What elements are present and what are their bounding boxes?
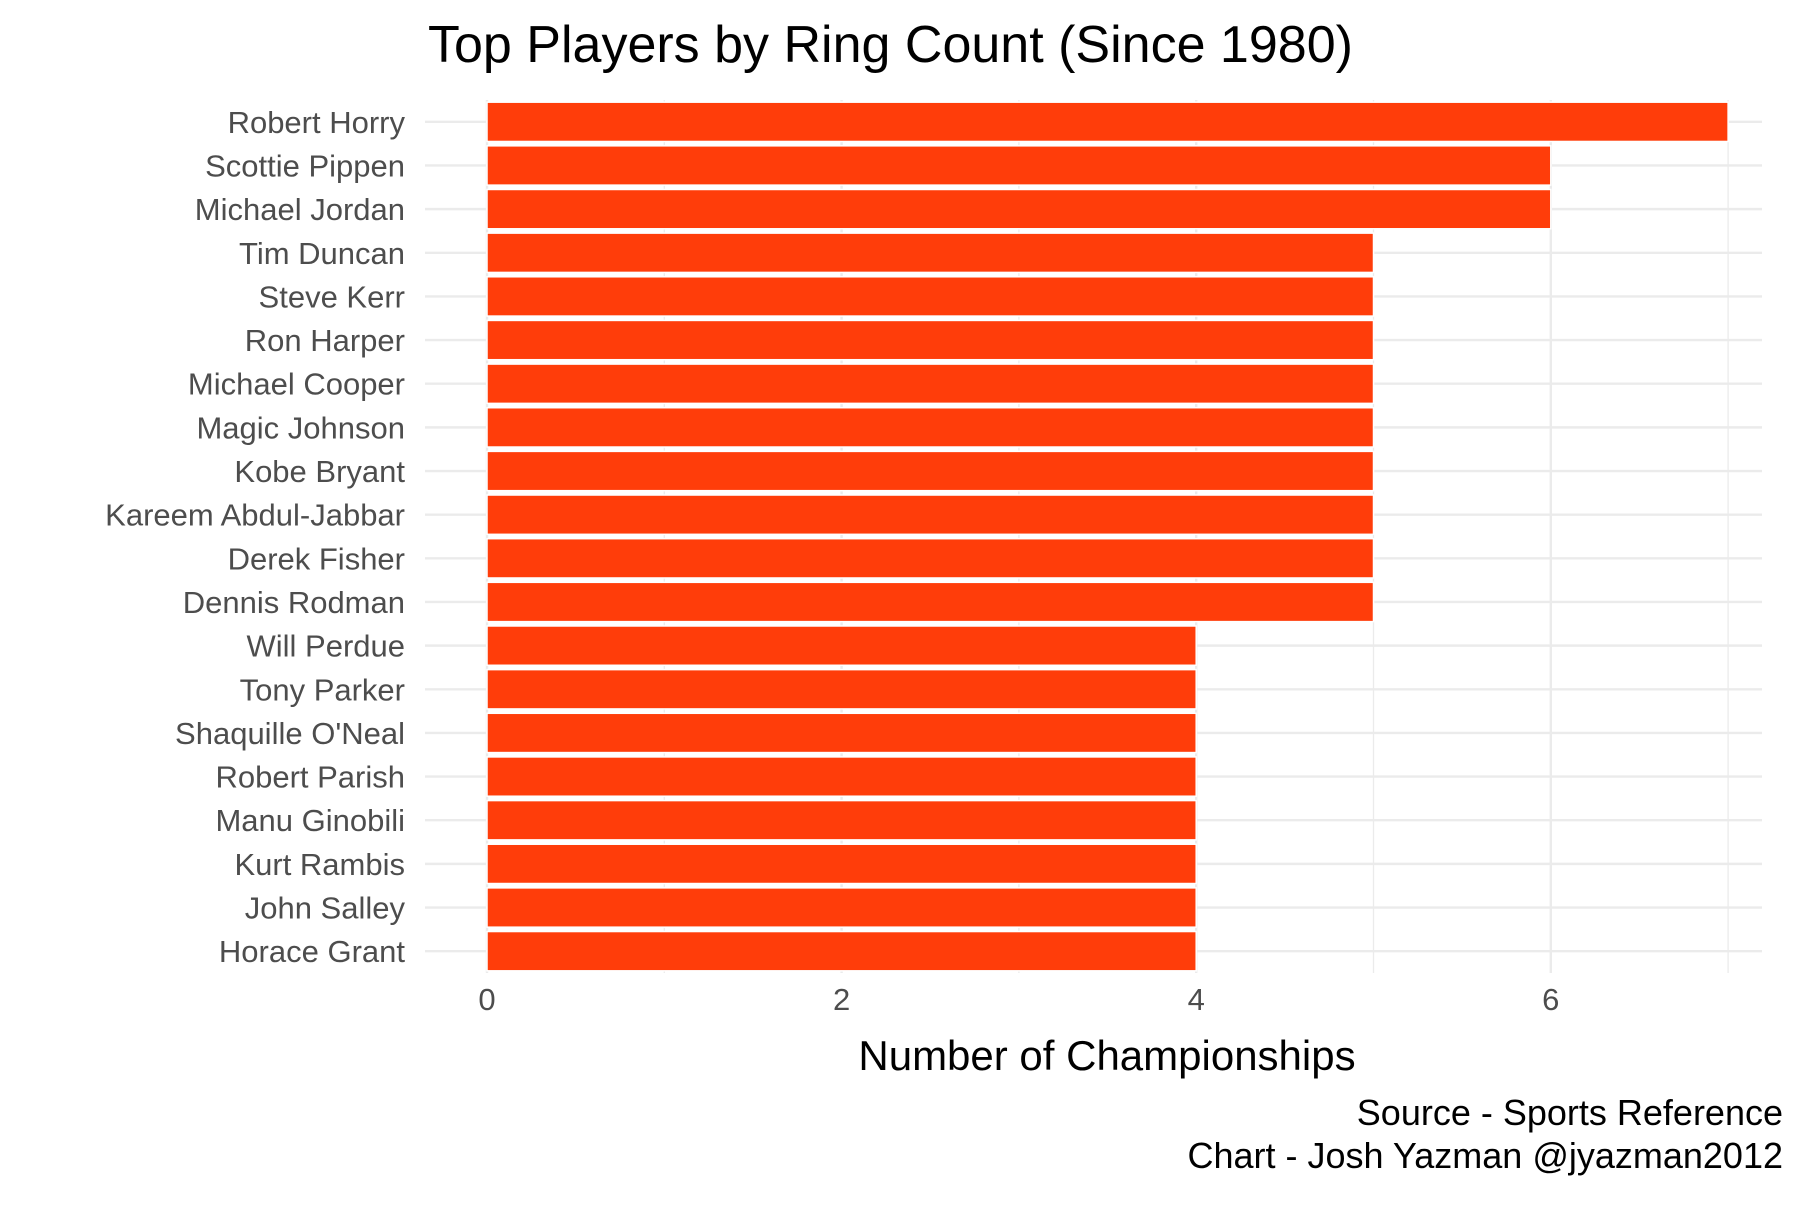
bar — [486, 276, 1375, 317]
x-tick-label: 0 — [478, 982, 495, 1017]
bar — [486, 843, 1197, 885]
y-tick-label: Will Perdue — [247, 629, 406, 664]
y-tick-label: John Salley — [245, 891, 406, 926]
bar — [486, 406, 1375, 448]
bar — [486, 756, 1197, 797]
bar — [486, 799, 1197, 841]
y-tick-label: Derek Fisher — [228, 541, 405, 576]
bar — [486, 494, 1375, 536]
y-tick-label: Manu Ginobili — [215, 803, 405, 838]
bar — [486, 930, 1197, 972]
x-axis-title: Number of Championships — [858, 1032, 1355, 1079]
bar — [486, 101, 1729, 143]
y-tick-label: Scottie Pippen — [205, 148, 405, 183]
bar — [486, 712, 1197, 754]
grid-lines — [425, 100, 1762, 973]
bar — [486, 145, 1552, 186]
bar — [486, 188, 1552, 230]
y-tick-label: Shaquille O'Neal — [175, 716, 405, 751]
bar — [486, 232, 1375, 274]
bar — [486, 625, 1197, 667]
y-tick-label: Robert Parish — [215, 760, 405, 795]
y-tick-label: Kareem Abdul-Jabbar — [105, 498, 405, 533]
x-tick-label: 4 — [1188, 982, 1205, 1017]
y-tick-label: Steve Kerr — [259, 279, 405, 314]
bar — [486, 319, 1375, 361]
y-tick-label: Kobe Bryant — [234, 454, 405, 489]
x-tick-label: 2 — [833, 982, 850, 1017]
bar — [486, 581, 1375, 623]
chart-title: Top Players by Ring Count (Since 1980) — [428, 16, 1353, 74]
y-tick-label: Horace Grant — [219, 934, 405, 969]
bar — [486, 450, 1375, 492]
y-tick-label: Magic Johnson — [196, 410, 405, 445]
x-tick-label: 6 — [1542, 982, 1559, 1017]
y-tick-label: Ron Harper — [245, 323, 405, 358]
bars — [486, 101, 1729, 972]
y-tick-label: Kurt Rambis — [234, 847, 405, 882]
y-tick-label: Robert Horry — [228, 105, 406, 140]
caption-source: Source - Sports Reference — [1357, 1092, 1783, 1133]
y-tick-label: Michael Cooper — [188, 367, 405, 402]
y-tick-label: Tim Duncan — [239, 236, 405, 271]
bar — [486, 363, 1375, 405]
x-axis-labels: 0 2 4 6 — [478, 982, 1559, 1017]
bar — [486, 537, 1375, 579]
y-tick-label: Tony Parker — [240, 672, 405, 707]
bar — [486, 668, 1197, 710]
y-tick-label: Dennis Rodman — [183, 585, 405, 620]
caption-credit: Chart - Josh Yazman @jyazman2012 — [1188, 1135, 1784, 1176]
bar — [486, 887, 1197, 928]
y-axis-labels: Robert Horry Scottie Pippen Michael Jordan… — [105, 105, 405, 969]
y-tick-label: Michael Jordan — [195, 192, 405, 227]
